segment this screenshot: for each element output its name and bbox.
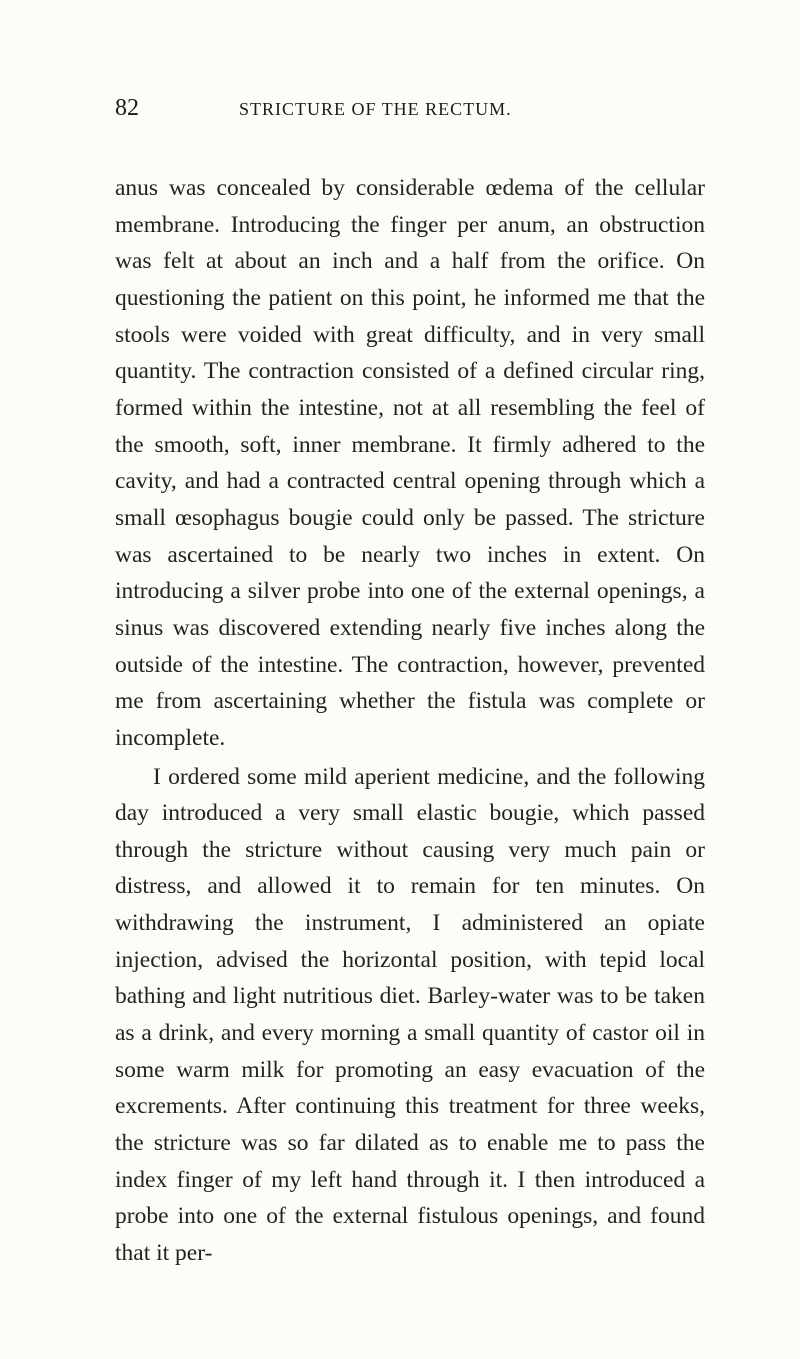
running-title: STRICTURE OF THE RECTUM.	[239, 99, 512, 120]
body-text: anus was concealed by considerable œdema…	[115, 170, 705, 1272]
paragraph-1: anus was concealed by considerable œdema…	[115, 170, 705, 757]
paragraph-2: I ordered some mild aperient medicine, a…	[115, 759, 705, 1272]
scanned-page: 82 STRICTURE OF THE RECTUM. anus was con…	[0, 0, 800, 1359]
page-header: 82 STRICTURE OF THE RECTUM.	[115, 95, 705, 122]
page-number: 82	[115, 95, 139, 122]
